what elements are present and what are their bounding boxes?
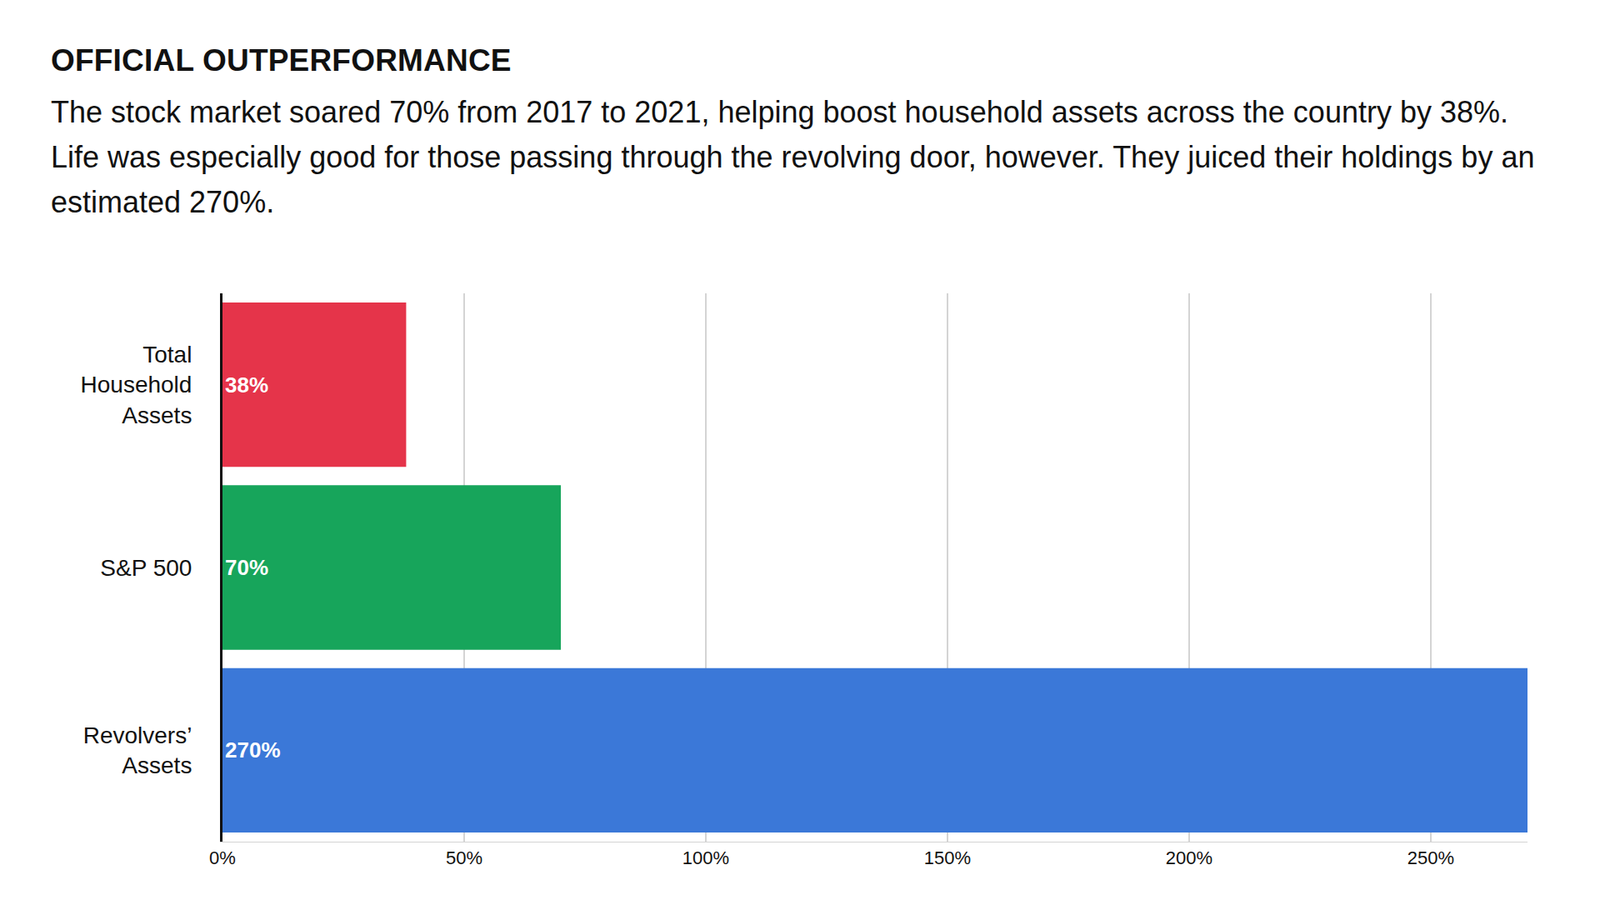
svg-text:270%: 270% [225,737,281,763]
svg-text:38%: 38% [225,372,269,398]
svg-text:150%: 150% [924,847,971,869]
svg-text:Revolvers’Assets: Revolvers’Assets [83,722,193,779]
html-text:The stock market soared 70% fr: The stock market soared 70% from 2017 to… [50,95,1535,220]
svg-text:S&P 500: S&P 500 [100,555,192,581]
svg-text:250%: 250% [1407,847,1455,869]
svg-text:TotalHouseholdAssets: TotalHouseholdAssets [80,341,193,429]
html-text:OFFICIAL OUTPERFORMANCE: OFFICIAL OUTPERFORMANCE [50,43,512,78]
svg-text:200%: 200% [1165,847,1213,869]
svg-text:70%: 70% [225,555,269,580]
svg-text:100%: 100% [682,847,730,869]
svg-text:50%: 50% [445,847,483,869]
svg-text:0%: 0% [209,847,236,869]
